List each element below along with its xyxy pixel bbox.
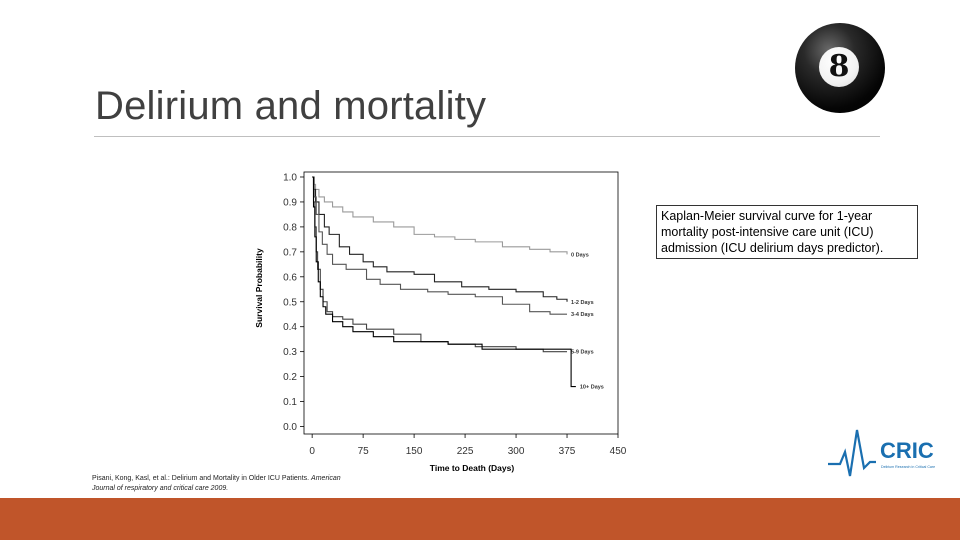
y-tick-label: 1.0 <box>283 172 297 183</box>
series-line-10-days <box>312 176 576 388</box>
bottom-accent-band <box>0 498 960 540</box>
y-tick-label: 0.1 <box>283 397 297 408</box>
logo-text: CRIC <box>880 438 934 463</box>
series-labels: 0 Days 1-2 Days 3-4 Days 5-9 Days 10+ Days <box>571 252 604 390</box>
series-lines <box>312 176 576 388</box>
series-line-0-days <box>312 176 568 255</box>
x-tick-label: 75 <box>358 446 370 457</box>
series-line-3-4-days <box>312 176 568 315</box>
series-label: 10+ Days <box>580 385 604 391</box>
x-axis-label: Time to Death (Days) <box>430 463 515 473</box>
y-tick-label: 0.2 <box>283 372 297 383</box>
x-tick-label: 225 <box>457 446 474 457</box>
x-tick-label: 450 <box>610 446 627 457</box>
title-divider <box>94 136 880 137</box>
y-tick-label: 0.0 <box>283 422 297 433</box>
y-tick-label: 0.5 <box>283 297 297 308</box>
y-axis: 0.0 0.1 0.2 0.3 0.4 0.5 0.6 0.7 0.8 0.9 1.0 <box>283 172 304 433</box>
citation-authors: Pisani, Kong, Kasl, et al.: Delirium and… <box>92 475 312 482</box>
x-tick-label: 300 <box>508 446 525 457</box>
x-tick-label: 150 <box>406 446 423 457</box>
x-axis: 0 75 150 225 300 375 450 <box>309 434 627 457</box>
eight-ball-number: 8 <box>819 47 859 87</box>
eight-ball-icon: 8 <box>795 23 885 113</box>
y-tick-label: 0.8 <box>283 222 297 233</box>
slide-title: Delirium and mortality <box>95 84 487 128</box>
y-axis-label: Survival Probability <box>254 248 264 328</box>
survival-chart: 0.0 0.1 0.2 0.3 0.4 0.5 0.6 0.7 0.8 0.9 1.0 0 75 150… <box>254 171 627 473</box>
series-label: 1-2 Days <box>571 300 594 306</box>
series-label: 5-9 Days <box>571 350 594 356</box>
citation-journal: American Journal of respiratory and crit… <box>92 475 341 492</box>
y-tick-label: 0.6 <box>283 272 297 283</box>
y-tick-label: 0.7 <box>283 247 297 258</box>
plot-frame <box>303 171 619 435</box>
cric-logo: CRIC Delirium Research in Critical Care <box>828 429 935 477</box>
x-tick-label: 0 <box>309 446 315 457</box>
logo-tagline: Delirium Research in Critical Care <box>881 465 935 469</box>
y-tick-label: 0.4 <box>283 322 297 333</box>
series-label: 0 Days <box>571 252 589 258</box>
x-tick-label: 375 <box>559 446 576 457</box>
citation: Pisani, Kong, Kasl, et al.: Delirium and… <box>92 474 364 494</box>
series-label: 3-4 Days <box>571 312 594 318</box>
chart-caption: Kaplan-Meier survival curve for 1-year m… <box>656 205 918 259</box>
heartbeat-icon <box>828 429 876 477</box>
y-tick-label: 0.3 <box>283 347 297 358</box>
y-tick-label: 0.9 <box>283 197 297 208</box>
